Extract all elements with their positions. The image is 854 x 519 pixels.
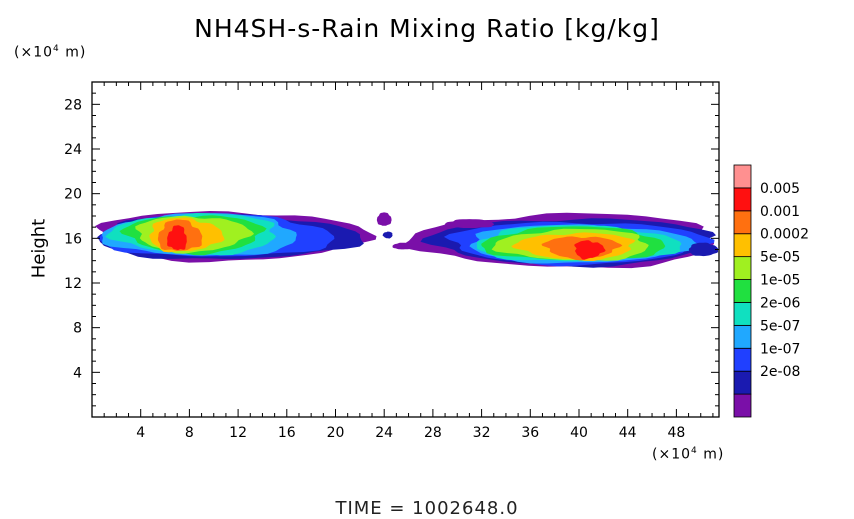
colorbar-label: 2e-06	[760, 295, 800, 311]
time-label: TIME = 1002648.0	[335, 498, 519, 519]
x-tick-label: 4	[136, 425, 145, 441]
x-tick-label: 12	[229, 425, 247, 441]
field-contour	[376, 212, 392, 226]
colorbar-swatch	[733, 324, 752, 349]
x-tick-label: 16	[278, 425, 296, 441]
y-tick-label: 20	[64, 187, 82, 203]
colorbar: 0.005 0.001 0.0002 5e-05 1e-05 2e-06 5e-07 1e-0…	[733, 164, 809, 418]
colorbar-label: 1e-05	[760, 273, 800, 289]
colorbar-swatch	[733, 347, 752, 372]
y-tick-label: 12	[64, 276, 82, 292]
field-contour	[574, 240, 606, 260]
x-tick-label: 28	[424, 425, 442, 441]
x-tick-label: 32	[473, 425, 491, 441]
colorbar-label: 0.005	[760, 181, 800, 197]
y-tick-label: 16	[64, 231, 82, 247]
colorbar-label: 1e-07	[760, 341, 800, 357]
x-axis-unit: (×104 m)	[652, 446, 725, 463]
colorbar-swatch	[733, 164, 752, 189]
x-tick-label: 20	[327, 425, 345, 441]
y-tick-label: 24	[64, 142, 82, 158]
colorbar-swatch	[733, 370, 752, 395]
colorbar-swatch	[733, 279, 752, 303]
y-tick-label: 28	[64, 97, 82, 113]
y-axis-unit: (×104 m)	[14, 44, 87, 61]
field-contour	[382, 231, 393, 239]
y-tick-label: 4	[73, 365, 82, 381]
colorbar-swatch	[733, 393, 752, 418]
x-tick-label: 36	[521, 425, 539, 441]
x-tick-label: 48	[667, 425, 685, 441]
field-contour	[688, 242, 719, 257]
x-tick-label: 8	[185, 425, 194, 441]
colorbar-swatch	[733, 233, 752, 258]
colorbar-swatch	[733, 210, 752, 235]
x-tick-label: 40	[570, 425, 588, 441]
colorbar-label: 0.0002	[760, 227, 809, 243]
colorbar-label: 0.001	[760, 204, 800, 220]
chart-title: NH4SH-s-Rain Mixing Ratio [kg/kg]	[194, 14, 660, 43]
x-tick-label: 44	[619, 425, 637, 441]
field-contour	[167, 225, 187, 250]
colorbar-label: 5e-05	[760, 250, 800, 266]
colorbar-swatch	[733, 302, 752, 326]
colorbar-label: 2e-08	[760, 364, 800, 380]
y-tick-label: 8	[73, 321, 82, 337]
field-contour	[444, 219, 495, 228]
plot-area	[95, 211, 719, 269]
colorbar-swatch	[733, 256, 752, 280]
x-tick-label: 24	[375, 425, 393, 441]
colorbar-swatch	[733, 187, 752, 212]
colorbar-label: 5e-07	[760, 318, 800, 334]
